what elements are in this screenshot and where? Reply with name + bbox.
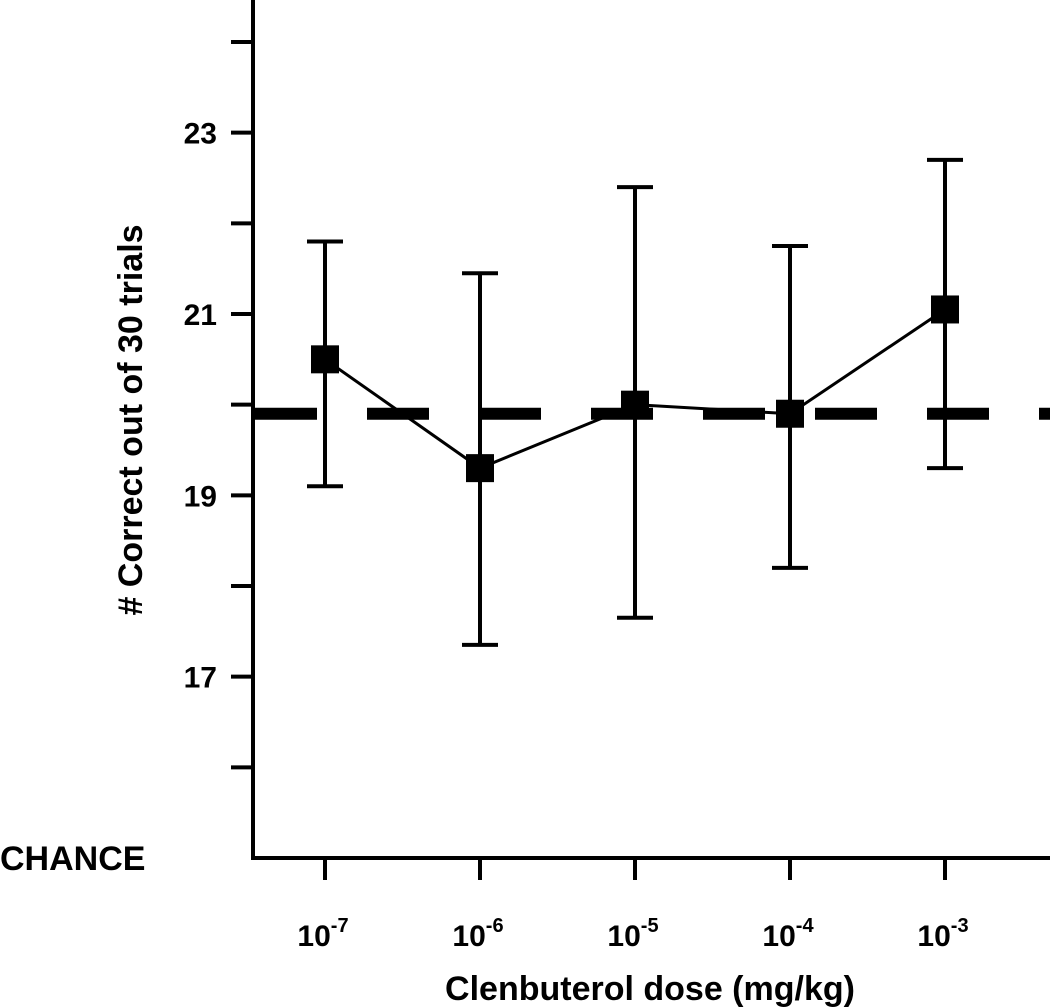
x-tick-exponent: -6	[486, 915, 504, 937]
data-point	[621, 390, 649, 419]
data-point	[311, 345, 339, 374]
x-tick-label: 10-3	[917, 915, 968, 953]
x-tick-exponent: -4	[796, 915, 815, 937]
y-tick-label: 19	[184, 480, 217, 513]
x-tick-exponent: -3	[951, 915, 969, 937]
x-axis-title: Clenbuterol dose (mg/kg)	[445, 970, 855, 1008]
data-point	[466, 454, 494, 483]
data-point	[931, 295, 959, 324]
x-tick-base: 10	[607, 920, 640, 953]
x-tick-exponent: -5	[641, 915, 659, 937]
y-axis-title: # Correct out of 30 trials	[112, 224, 150, 615]
y-tick-label: 17	[184, 662, 217, 695]
x-tick-base: 10	[297, 920, 330, 953]
y-tick-label: 21	[184, 299, 217, 332]
x-tick-label: 10-6	[452, 915, 503, 953]
x-tick-base: 10	[452, 920, 485, 953]
x-tick-base: 10	[762, 920, 795, 953]
x-tick-exponent: -7	[331, 915, 349, 937]
x-tick-base: 10	[917, 920, 950, 953]
x-tick-label: 10-4	[762, 915, 814, 953]
data-point	[776, 399, 804, 428]
x-tick-label: 10-5	[607, 915, 658, 953]
x-tick-label: 10-7	[297, 915, 348, 953]
chance-label: CHANCE	[0, 840, 145, 878]
y-tick-label: 23	[184, 118, 217, 151]
